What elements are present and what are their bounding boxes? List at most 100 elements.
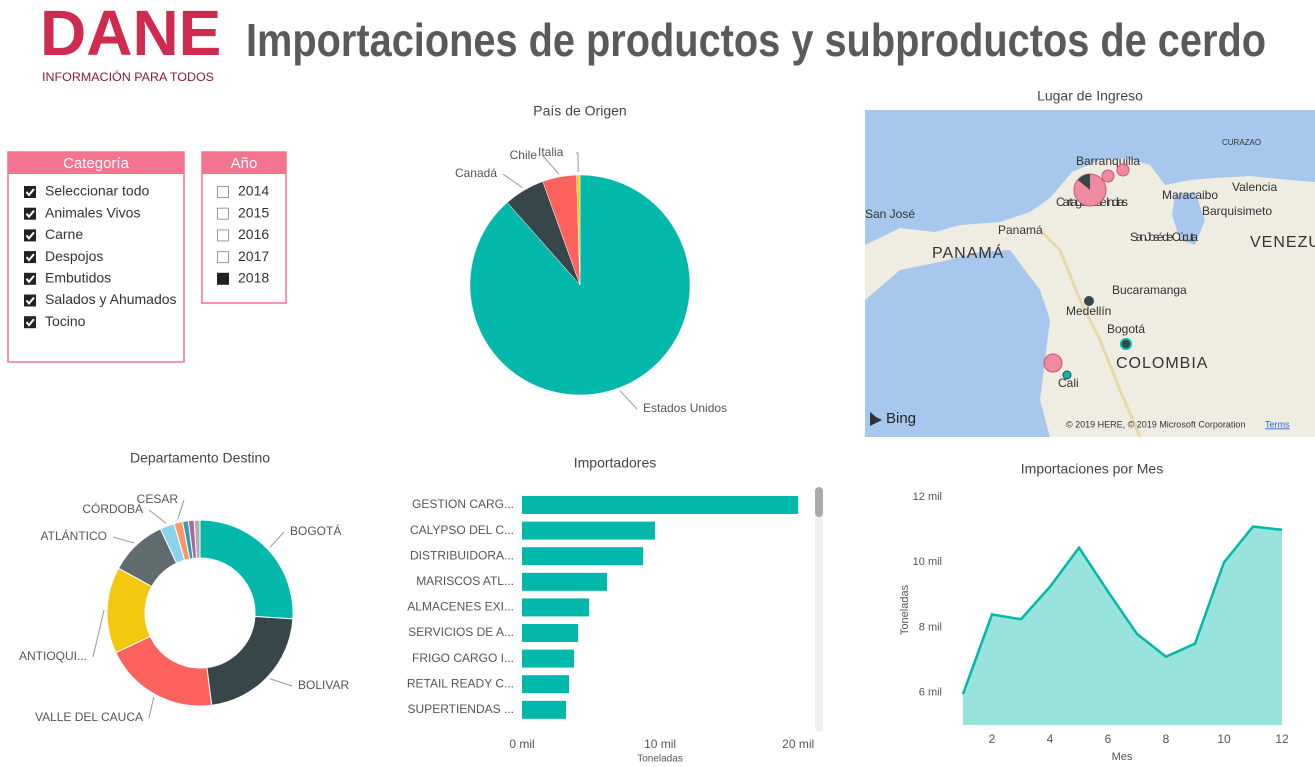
- map-title: Lugar de Ingreso: [1037, 88, 1143, 104]
- bing-icon: [870, 412, 882, 426]
- x-tick-label: 2: [989, 732, 996, 746]
- checkmark: [25, 231, 35, 240]
- checkmark: [25, 210, 35, 219]
- slice-label: CESAR: [137, 492, 179, 506]
- y-tick-label: CALYPSO DEL C...: [410, 523, 514, 537]
- y-tick-label: GESTION CARG...: [412, 497, 514, 511]
- y-tick-label: 10 mil: [913, 556, 942, 568]
- leader-line: [92, 609, 105, 658]
- slice: [576, 174, 581, 286]
- slicer-item[interactable]: Despojos: [45, 248, 103, 264]
- chart-title: Departamento Destino: [130, 450, 270, 466]
- x-tick-label: 8: [1163, 732, 1170, 746]
- slice-label: Estados Unidos: [643, 401, 727, 415]
- map-label: Bucaramanga: [1112, 283, 1187, 297]
- checkbox[interactable]: [24, 316, 36, 329]
- map-terms[interactable]: Terms: [1265, 419, 1290, 429]
- x-tick-label: 0 mil: [509, 737, 534, 751]
- x-tick-label: 20 mil: [782, 737, 814, 751]
- y-tick-label: 12 mil: [913, 491, 942, 503]
- leader-line: [269, 678, 293, 687]
- slice-label: Canadá: [455, 166, 497, 180]
- slicer-item[interactable]: 2018: [238, 270, 269, 286]
- slicer-item[interactable]: 2015: [238, 204, 269, 220]
- scrollbar-thumb[interactable]: [815, 487, 823, 517]
- checkbox[interactable]: [24, 294, 36, 307]
- slice: [115, 635, 213, 707]
- checkbox[interactable]: [24, 207, 36, 220]
- map-bubble: [1116, 163, 1130, 177]
- map-pacific: [865, 250, 1050, 437]
- x-axis-label: Toneladas: [637, 754, 683, 765]
- slice-label: ATLÁNTICO: [41, 528, 107, 543]
- leader-line: [502, 173, 523, 189]
- y-tick-label: FRIGO CARGO I...: [412, 651, 514, 665]
- slicer-item[interactable]: Seleccionar todo: [45, 183, 150, 199]
- checkmark: [25, 253, 35, 262]
- slicer-item[interactable]: 2017: [238, 248, 269, 264]
- slicer-item[interactable]: Carne: [45, 226, 83, 242]
- leader-line: [269, 531, 285, 548]
- slice-label: BOGOTÁ: [290, 523, 341, 538]
- slicer-item[interactable]: Salados y Ahumados: [45, 291, 177, 307]
- slicer-item[interactable]: 2016: [238, 226, 269, 242]
- y-tick-label: RETAIL READY C...: [407, 676, 514, 690]
- map-bubble: [1062, 370, 1072, 380]
- slicer-item[interactable]: Animales Vivos: [45, 204, 140, 220]
- map-label: Barranquilla: [1076, 154, 1140, 168]
- x-axis-label: Mes: [1112, 751, 1133, 763]
- scrollbar-track[interactable]: [815, 487, 823, 732]
- bar: [522, 496, 799, 514]
- map-label: Valencia: [1232, 180, 1277, 194]
- area: [963, 526, 1282, 725]
- page-title: Importaciones de productos y subproducto…: [246, 14, 1266, 66]
- checkbox[interactable]: [217, 186, 229, 198]
- checkbox[interactable]: [217, 207, 229, 220]
- map-lake: [1172, 192, 1205, 245]
- x-tick-label: 10: [1217, 732, 1231, 746]
- x-tick-label: 6: [1105, 732, 1112, 746]
- bar: [522, 547, 644, 566]
- bar: [522, 598, 590, 617]
- checkbox[interactable]: [217, 229, 229, 242]
- slice-label: CÓRDOBA: [82, 501, 143, 516]
- checkbox[interactable]: [24, 229, 36, 242]
- chart-title: Importaciones por Mes: [1021, 461, 1163, 477]
- chart-title: Importadores: [574, 455, 656, 471]
- checkbox[interactable]: [24, 186, 36, 198]
- checkmark: [25, 296, 35, 306]
- map-label: Maracaibo: [1162, 188, 1218, 202]
- checkbox[interactable]: [217, 251, 229, 264]
- y-tick-label: ALMACENES EXI...: [407, 600, 514, 614]
- map-label: Bogotá: [1107, 322, 1145, 336]
- slicer-title: Año: [231, 155, 258, 172]
- map-bubble: [1120, 338, 1132, 350]
- map-bubble: [1043, 353, 1063, 373]
- map-label: VENEZU: [1250, 234, 1315, 251]
- bar: [522, 649, 575, 668]
- logo: DANE: [40, 0, 221, 69]
- checkmark: [25, 275, 35, 284]
- leader-line: [112, 536, 135, 544]
- map-label: San José de Cúcuta: [1130, 230, 1198, 244]
- logo-tagline: INFORMACIÓN PARA TODOS: [42, 69, 214, 84]
- slice-label: Italia: [538, 145, 564, 159]
- slicer-header: [8, 152, 184, 174]
- slice-label: Chile: [510, 148, 538, 162]
- slicer-header: [202, 152, 286, 174]
- bar: [522, 521, 656, 540]
- map-label: COLOMBIA: [1116, 355, 1208, 372]
- map-road: [1038, 228, 1142, 438]
- checkbox[interactable]: [24, 251, 36, 264]
- y-tick-label: SERVICIOS DE A...: [408, 625, 514, 639]
- map-label: CURAZAO: [1222, 138, 1261, 147]
- slicer-item[interactable]: Embutidos: [45, 270, 111, 286]
- slicer-item[interactable]: 2014: [238, 183, 269, 199]
- checkbox[interactable]: [217, 272, 229, 285]
- slice-label: ANTIOQUI...: [19, 649, 87, 663]
- leader-line: [148, 697, 155, 719]
- leader-line: [619, 390, 638, 410]
- slicer-item[interactable]: Tocino: [45, 313, 86, 329]
- checkbox[interactable]: [24, 272, 36, 285]
